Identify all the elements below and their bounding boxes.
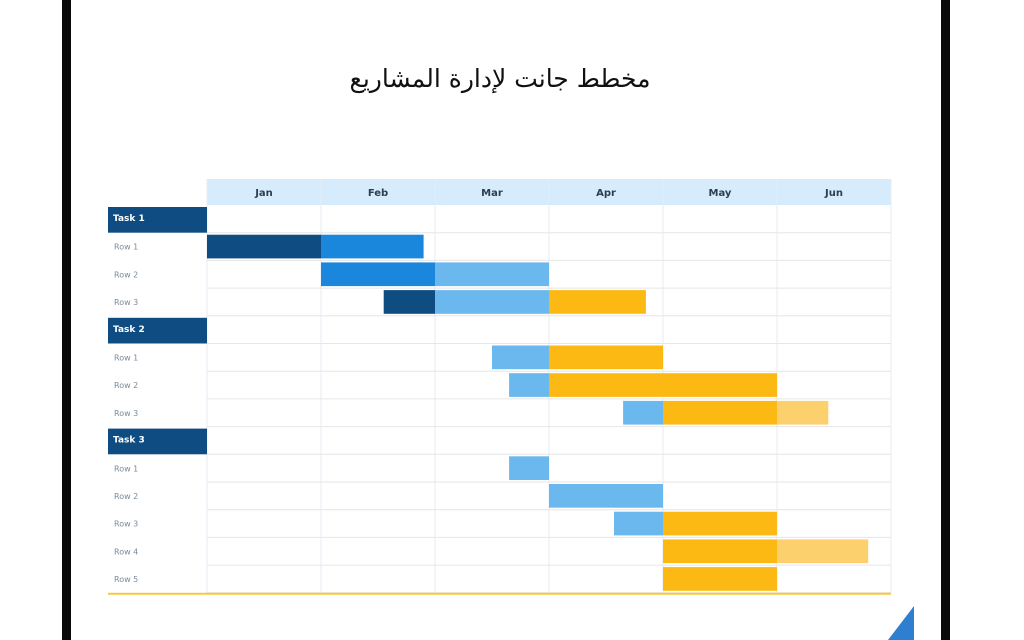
month-label-jun: Jun bbox=[824, 188, 843, 199]
gantt-bar bbox=[663, 567, 777, 591]
gantt-bar bbox=[549, 345, 663, 370]
gantt-bar bbox=[663, 400, 777, 425]
chart-title: مخطط جانت لإدارة المشاريع bbox=[349, 64, 651, 93]
gantt-bar bbox=[321, 262, 435, 287]
task-group-label: Task 2 bbox=[113, 325, 145, 335]
month-label-mar: Mar bbox=[481, 188, 503, 199]
gantt-bar bbox=[383, 290, 435, 314]
frame-left-border bbox=[62, 0, 71, 640]
gantt-bar bbox=[207, 234, 321, 259]
gantt-bar bbox=[663, 511, 777, 536]
row-label: Row 5 bbox=[114, 575, 138, 584]
row-label: Row 1 bbox=[114, 243, 138, 252]
gantt-bar bbox=[492, 345, 549, 370]
gantt-bar bbox=[549, 373, 777, 397]
month-label-jan: Jan bbox=[254, 188, 273, 199]
row-label: Row 1 bbox=[114, 464, 138, 473]
gantt-bar bbox=[509, 456, 549, 480]
gantt-bar bbox=[549, 484, 663, 508]
task-group-header bbox=[108, 207, 207, 233]
gantt-bar bbox=[623, 400, 663, 425]
row-label: Row 3 bbox=[114, 298, 138, 307]
row-label: Row 3 bbox=[114, 520, 138, 529]
row-label: Row 2 bbox=[114, 492, 138, 501]
gantt-bar bbox=[777, 539, 869, 564]
corner-decoration bbox=[888, 606, 914, 640]
task-group-header bbox=[108, 317, 207, 344]
row-label: Row 4 bbox=[114, 547, 138, 556]
gantt-bar bbox=[321, 234, 424, 259]
frame-right-border bbox=[941, 0, 950, 640]
month-label-feb: Feb bbox=[368, 188, 388, 199]
month-label-may: May bbox=[709, 188, 732, 199]
gantt-bar bbox=[613, 511, 663, 536]
task-group-label: Task 1 bbox=[113, 214, 145, 224]
row-label: Row 2 bbox=[114, 270, 138, 279]
gantt-bar bbox=[435, 290, 549, 314]
month-label-apr: Apr bbox=[596, 188, 616, 199]
gantt-bar bbox=[509, 373, 549, 397]
task-group-header bbox=[108, 428, 207, 455]
gantt-bar bbox=[663, 539, 777, 564]
task-group-label: Task 3 bbox=[113, 436, 145, 446]
row-label: Row 2 bbox=[114, 381, 138, 390]
gantt-bar bbox=[777, 400, 829, 425]
row-label: Row 3 bbox=[114, 409, 138, 418]
gantt-bar bbox=[549, 290, 646, 314]
gantt-bar bbox=[435, 262, 549, 287]
row-label: Row 1 bbox=[114, 354, 138, 363]
